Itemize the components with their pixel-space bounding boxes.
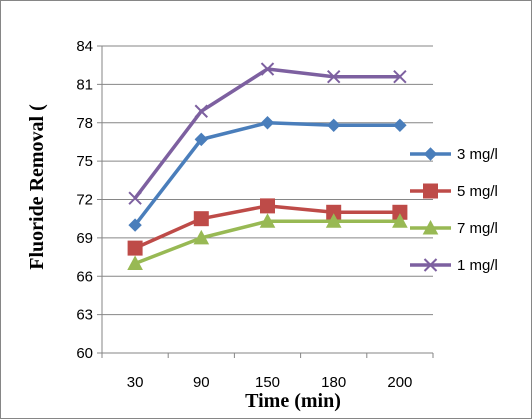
y-tick-label: 84 — [76, 38, 93, 55]
marker-stroke — [260, 62, 275, 76]
x-tick-label: 150 — [255, 374, 280, 391]
y-tick-label: 60 — [76, 345, 93, 362]
y-tick-label: 66 — [76, 268, 93, 285]
y-tick-label: 75 — [76, 153, 93, 170]
data-point-1-mg-l — [326, 69, 341, 84]
x-tick-label: 180 — [321, 374, 346, 391]
axes — [97, 45, 434, 358]
marker-stroke — [393, 69, 407, 84]
legend-entry-1-mg-l: 1 mg/l — [410, 257, 498, 274]
series-line-1-mg-l — [133, 67, 400, 200]
data-point-1-mg-l — [194, 104, 209, 118]
y-axis-title: Fluoride Removal ( — [26, 104, 48, 270]
series-1-mg-l — [128, 62, 407, 205]
legend-label: 1 mg/l — [457, 257, 498, 274]
gridlines — [102, 45, 433, 316]
legend-entry-7-mg-l: 7 mg/l — [410, 219, 498, 237]
x-axis-title: Time (min) — [245, 390, 341, 412]
series-7-mg-l — [127, 213, 408, 270]
data-point-7-mg-l — [193, 229, 210, 245]
data-point-7-mg-l — [259, 213, 276, 228]
legend: 3 mg/l 5 mg/l 7 mg/l 1 mg/l — [410, 146, 498, 274]
marker-stroke — [423, 258, 438, 272]
data-point-1-mg-l — [393, 69, 407, 84]
legend-entry-3-mg-l: 3 mg/l — [410, 146, 498, 163]
legend-entry-5-mg-l: 5 mg/l — [410, 183, 498, 200]
series-3-mg-l — [128, 116, 407, 232]
marker-stroke — [326, 69, 341, 84]
marker-stroke — [128, 191, 142, 205]
y-tick-labels: 60 63 66 69 72 75 78 81 84 — [76, 38, 93, 362]
y-tick-label: 63 — [76, 307, 93, 324]
y-tick-label: 81 — [76, 76, 93, 93]
data-point-1-mg-l — [128, 191, 142, 205]
data-point-3-mg-l — [128, 218, 142, 232]
data-series — [127, 62, 408, 270]
x-tick-label: 200 — [387, 374, 412, 391]
data-point-5-mg-l — [260, 198, 275, 214]
y-tick-label: 72 — [76, 192, 93, 209]
data-point-3-mg-l — [326, 118, 341, 133]
legend-swatch-marker — [423, 183, 438, 199]
data-point-7-mg-l — [325, 213, 342, 228]
x-tick-label: 30 — [127, 374, 144, 391]
data-point-7-mg-l — [392, 213, 408, 228]
y-tick-label: 69 — [76, 230, 93, 247]
data-point-5-mg-l — [127, 240, 143, 256]
legend-label: 5 mg/l — [457, 183, 498, 200]
legend-swatch-marker — [423, 258, 438, 272]
data-point-5-mg-l — [193, 211, 209, 227]
y-tick-label: 78 — [76, 115, 93, 132]
legend-swatch-marker — [422, 219, 439, 235]
data-point-3-mg-l — [393, 118, 407, 133]
data-point-1-mg-l — [260, 62, 275, 76]
x-tick-label: 90 — [193, 374, 210, 391]
data-point-3-mg-l — [194, 132, 209, 147]
x-tick-labels: 30 90 150 180 200 — [127, 374, 413, 391]
legend-label: 3 mg/l — [457, 146, 498, 163]
data-point-7-mg-l — [127, 255, 143, 270]
marker-stroke — [194, 104, 209, 118]
legend-label: 7 mg/l — [457, 220, 498, 237]
legend-swatch-marker — [423, 147, 438, 161]
series-5-mg-l — [127, 198, 408, 256]
data-point-3-mg-l — [260, 116, 275, 130]
